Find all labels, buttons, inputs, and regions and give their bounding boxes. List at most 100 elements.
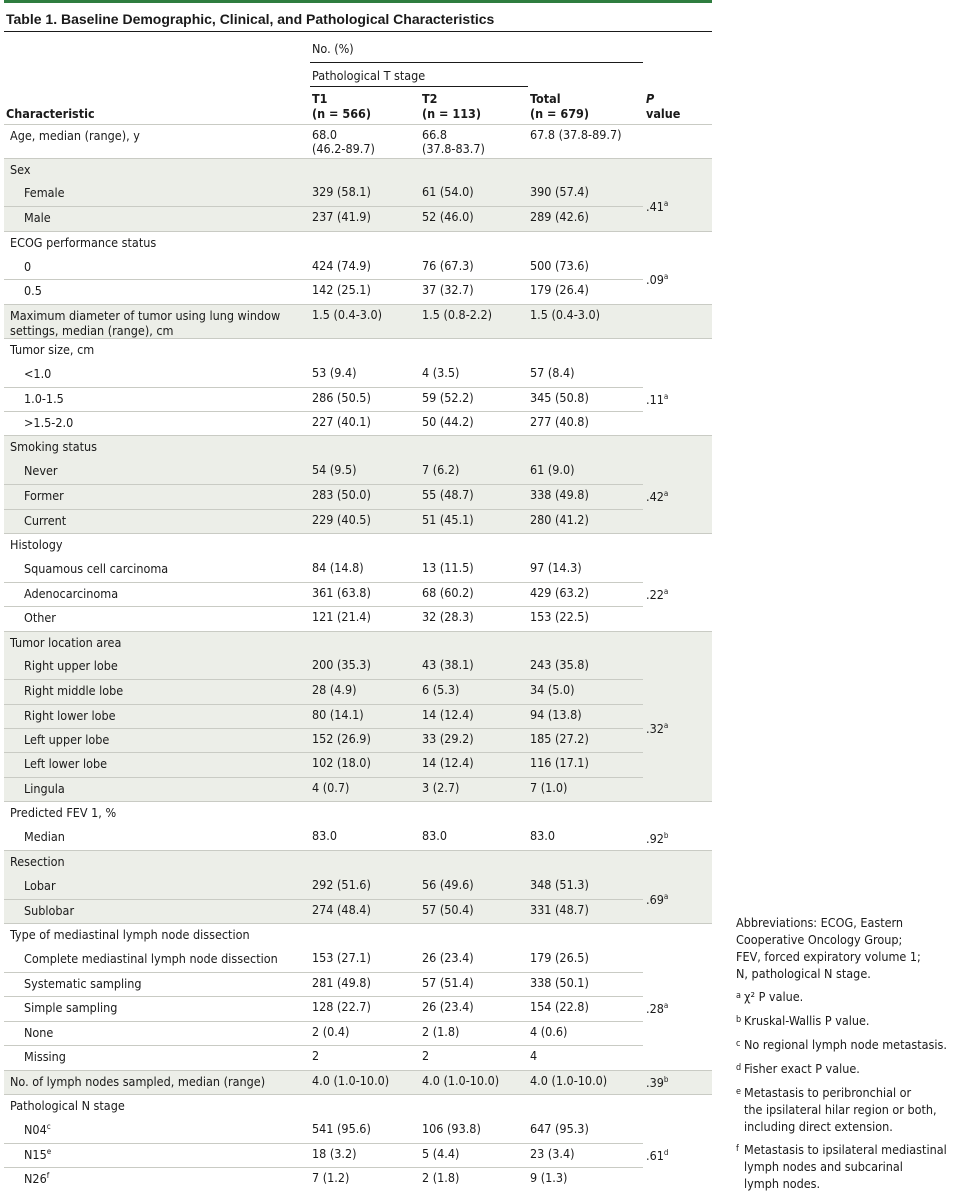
value-cell-total: 94 (13.8) (528, 703, 643, 729)
value-cell-total: 348 (51.3) (528, 874, 643, 900)
header-p-word: value (646, 105, 681, 121)
value-total: 345 (50.8) (530, 389, 589, 405)
row-label: Right lower lobe (24, 707, 116, 723)
section-row: Smoking status (4, 435, 712, 461)
row-label: Pathological N stage (10, 1097, 125, 1113)
value-cell-total: 153 (22.5) (528, 606, 643, 632)
p-value-footnote-mark: a (663, 1001, 669, 1011)
value-t1: 2 (0.4) (312, 1023, 350, 1039)
table-row: No. of lymph nodes sampled, median (rang… (4, 1069, 712, 1095)
footnote-mark: f (736, 1144, 739, 1154)
value-total: 94 (13.8) (530, 706, 582, 722)
value-t2: 2 (1.8) (422, 1170, 460, 1186)
p-value: .11 (646, 391, 664, 407)
characteristics-table: No. (%) Pathological T stage Characteris… (4, 32, 712, 1193)
top-accent-bar (4, 0, 712, 3)
section-row: ECOG performance status (4, 230, 712, 256)
value-cell-total: 4.0 (1.0-10.0) (528, 1069, 643, 1095)
footnote-line: Metastasis to ipsilateral mediastinal (744, 1142, 947, 1157)
row-label-cell: Pathological N stage (4, 1093, 310, 1119)
table-row: Missing 2 2 4 (4, 1045, 712, 1071)
section-row: Tumor location area (4, 630, 712, 656)
section-row: Sex (4, 157, 712, 183)
value-t2: 14 (12.4) (422, 706, 474, 722)
value-cell-t2: 4.0 (1.0-10.0) (420, 1069, 528, 1095)
value-cell-t2: 4 (3.5) (420, 363, 528, 387)
value-total: 34 (5.0) (530, 682, 575, 698)
value-t2: 83.0 (422, 828, 448, 844)
table-row: Simple sampling 128 (22.7) 26 (23.4) 154 (2… (4, 996, 712, 1022)
value-t2: 5 (4.4) (422, 1145, 460, 1161)
table-row: Other 121 (21.4) 32 (28.3) 153 (22.5) (4, 606, 712, 632)
value-cell-t1: 83.0 (310, 826, 420, 850)
row-label-cell: Male (4, 206, 310, 232)
value-t1: 84 (14.8) (312, 559, 364, 575)
value-t2: 76 (67.3) (422, 257, 474, 273)
section-row: Predicted FEV 1, % (4, 801, 712, 827)
row-label-cell: Lobar (4, 874, 310, 900)
value-t1: 424 (74.9) (312, 257, 371, 273)
footnote-line: lymph nodes. (744, 1176, 821, 1191)
row-label: Median (24, 829, 65, 845)
value-t1: 286 (50.5) (312, 389, 371, 405)
value-total: 500 (73.6) (530, 257, 589, 273)
value-cell-t1: 286 (50.5) (310, 386, 420, 412)
value-total: 154 (22.8) (530, 999, 589, 1015)
value-cell-total: 9 (1.3) (528, 1167, 643, 1193)
value-cell-total: 243 (35.8) (528, 655, 643, 680)
p-value-footnote-mark: d (663, 1147, 669, 1157)
row-label: Lingula (24, 780, 65, 796)
value-t2: 13 (11.5) (422, 559, 474, 575)
row-label-cell: Right lower lobe (4, 703, 310, 729)
row-label-cell: Former (4, 484, 310, 510)
table-row: N26f 7 (1.2) 2 (1.8) 9 (1.3) (4, 1167, 712, 1193)
value-t1: 7 (1.2) (312, 1170, 350, 1186)
value-t1: 541 (95.6) (312, 1120, 371, 1136)
footnote-item: d Fisher exact P value. (736, 1060, 958, 1078)
footnote-text: No regional lymph node metastasis. (744, 1036, 956, 1053)
value-cell-t2: 56 (49.6) (420, 874, 528, 900)
value-cell-t2: 5 (4.4) (420, 1142, 528, 1168)
value-cell-t2: 59 (52.2) (420, 386, 528, 412)
table-row: Adenocarcinoma 361 (63.8) 68 (60.2) 429 (63… (4, 581, 712, 607)
table-container: Table 1. Baseline Demographic, Clinical,… (4, 0, 712, 1193)
table-row: Right upper lobe 200 (35.3) 43 (38.1) 243 (… (4, 655, 712, 802)
value-cell-t2: 106 (93.8) (420, 1119, 528, 1143)
row-label: N26 (24, 1171, 47, 1187)
footnote-text: Metastasis to peribronchial or the ipsila… (744, 1084, 956, 1135)
p-value-footnote-mark: a (663, 199, 669, 209)
footnote-item: b Kruskal-Wallis P value. (736, 1012, 958, 1030)
p-value-footnote-mark: a (663, 586, 669, 596)
value-total: 23 (3.4) (530, 1145, 575, 1161)
value-cell-t1: 54 (9.5) (310, 460, 420, 485)
section-row: Resection (4, 850, 712, 875)
value-cell-t1: 84 (14.8) (310, 558, 420, 582)
value-t2: 33 (29.2) (422, 731, 474, 747)
row-label-cell: Right upper lobe (4, 655, 310, 680)
footnote-text: χ² P value. (744, 988, 956, 1005)
p-value-cell: .42a (643, 460, 712, 534)
table-row: Age, median (range), y 68.0 (46.2-89.7) 66.… (4, 123, 712, 158)
row-label: Age, median (range), y (10, 127, 140, 143)
value-t1: 18 (3.2) (312, 1145, 357, 1161)
table-row: 1.0-1.5 286 (50.5) 59 (52.2) 345 (50.8) (4, 386, 712, 412)
row-label-cell: Left upper lobe (4, 728, 310, 753)
value-t1-range: (46.2-89.7) (312, 140, 375, 156)
value-t1: 1.5 (0.4-3.0) (312, 306, 383, 322)
value-total: 97 (14.3) (530, 559, 582, 575)
row-label: Type of mediastinal lymph node dissectio… (10, 927, 250, 943)
footnote-text: Fisher exact P value. (744, 1060, 956, 1077)
p-value-cell: .09a (643, 256, 712, 305)
p-value: .41 (646, 199, 664, 215)
value-cell-t2: 2 (420, 1045, 528, 1071)
value-t1: 200 (35.3) (312, 657, 371, 673)
value-cell-total: 500 (73.6) (528, 256, 643, 280)
row-label: Sublobar (24, 902, 75, 918)
footnote-list: a χ² P value. b Kruskal-Wallis P value. c No … (736, 988, 958, 1192)
value-t2: 68 (60.2) (422, 584, 474, 600)
abbreviation-line: Abbreviations: ECOG, Eastern (736, 915, 904, 930)
value-total: 61 (9.0) (530, 462, 575, 478)
value-t2: 51 (45.1) (422, 511, 474, 527)
value-cell-total: 4 (0.6) (528, 1020, 643, 1046)
table-row: Lingula 4 (0.7) 3 (2.7) 7 (1.0) (4, 776, 712, 802)
